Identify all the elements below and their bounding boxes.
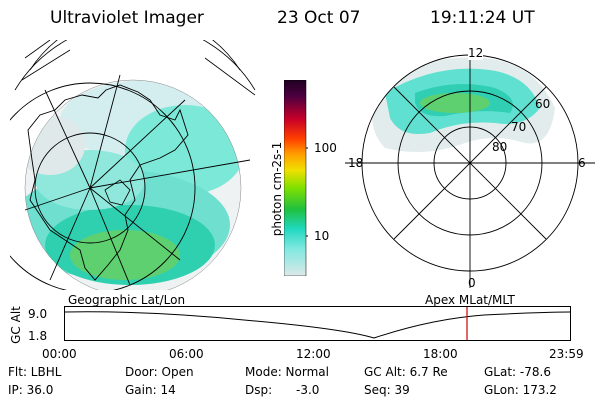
altitude-plot bbox=[64, 306, 571, 341]
altitude-curve bbox=[64, 311, 571, 339]
gain-info: Gain: 14 bbox=[125, 383, 176, 397]
alt-tick-high: 9.0 bbox=[28, 307, 48, 321]
alt-tick-low: 1.8 bbox=[28, 329, 48, 343]
mlt-label-6: 6 bbox=[578, 156, 586, 170]
gcalt-info: GC Alt: 6.7 Re bbox=[364, 365, 448, 379]
colorbar-tick-100: 100 bbox=[314, 141, 337, 155]
mlt-label-0: 0 bbox=[468, 276, 476, 290]
outer-latitude-arc bbox=[14, 40, 256, 91]
dsp-label: Dsp: bbox=[245, 383, 273, 397]
mlat-label-70: 70 bbox=[511, 120, 527, 134]
mode-info: Mode: Normal bbox=[245, 365, 329, 379]
door-info: Door: Open bbox=[125, 365, 194, 379]
longitude-lines bbox=[24, 74, 251, 286]
seq-info: Seq: 39 bbox=[364, 383, 410, 397]
mlat-label-60: 60 bbox=[535, 97, 551, 111]
latitude-circle bbox=[34, 132, 146, 244]
time-tick-1800: 18:00 bbox=[423, 347, 458, 361]
date-label: 23 Oct 07 bbox=[277, 8, 361, 28]
alt-axis-label: GC Alt bbox=[9, 306, 23, 344]
app-title: Ultraviolet Imager bbox=[50, 8, 204, 28]
time-tick-1200: 12:00 bbox=[296, 347, 331, 361]
time-tick-0600: 06:00 bbox=[169, 347, 204, 361]
filter-info: Flt: LBHL bbox=[8, 365, 62, 379]
geographic-image-panel bbox=[10, 40, 256, 290]
mlt-label-18: 18 bbox=[348, 156, 364, 170]
colorbar-label: photon cm-2s-1 bbox=[270, 141, 284, 237]
colorbar-tick-10: 10 bbox=[314, 229, 330, 243]
geo-caption: Geographic Lat/Lon bbox=[68, 293, 186, 307]
colorbar bbox=[284, 80, 308, 276]
mag-caption: Apex MLat/MLT bbox=[425, 293, 515, 307]
time-label: 19:11:24 UT bbox=[430, 8, 535, 28]
mlt-lines bbox=[345, 48, 595, 288]
ip-info: IP: 36.0 bbox=[8, 383, 54, 397]
magnetic-image-panel bbox=[345, 48, 595, 288]
glat-info: GLat: -78.6 bbox=[484, 365, 551, 379]
dsp-value: -3.0 bbox=[296, 383, 320, 397]
glon-info: GLon: 173.2 bbox=[484, 383, 557, 397]
time-tick-0000: 00:00 bbox=[42, 347, 77, 361]
outer-latitude-arc bbox=[29, 40, 241, 71]
time-tick-2359: 23:59 bbox=[549, 347, 584, 361]
latitude-circle bbox=[10, 82, 196, 290]
mlat-label-80: 80 bbox=[492, 140, 508, 154]
mlt-label-12: 12 bbox=[468, 46, 484, 60]
